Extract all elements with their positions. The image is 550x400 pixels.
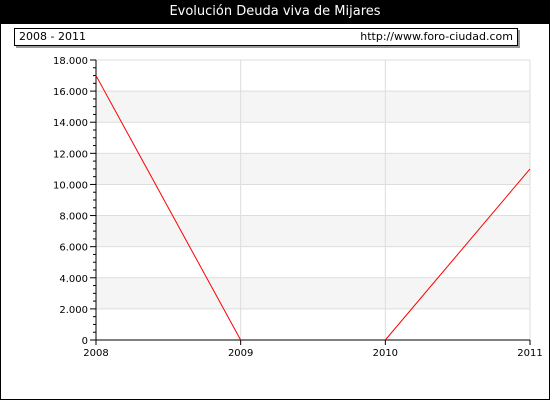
y-tick-label: 4.000 xyxy=(59,274,88,285)
plot-band xyxy=(96,277,530,309)
y-tick-label: 2.000 xyxy=(59,305,88,316)
y-tick-label: 14.000 xyxy=(53,118,88,129)
x-tick-label: 2009 xyxy=(228,348,253,359)
info-bar: 2008 - 2011 http://www.foro-ciudad.com xyxy=(14,28,518,46)
plot-band xyxy=(96,153,530,185)
y-tick-label: 8.000 xyxy=(59,212,88,223)
y-tick-label: 0 xyxy=(82,336,88,347)
period-label: 2008 - 2011 xyxy=(19,30,86,43)
plot-band xyxy=(96,215,530,247)
source-url[interactable]: http://www.foro-ciudad.com xyxy=(360,30,513,43)
y-tick-label: 10.000 xyxy=(53,180,88,191)
x-tick-label: 2011 xyxy=(517,348,542,359)
series-line-segment xyxy=(95,75,242,341)
y-tick-label: 6.000 xyxy=(59,243,88,254)
plot-band xyxy=(96,246,530,278)
x-tick-label: 2010 xyxy=(373,348,398,359)
chart-title: Evolución Deuda viva de Mijares xyxy=(0,0,550,24)
plot-band xyxy=(96,308,530,340)
y-tick-label: 16.000 xyxy=(53,87,88,98)
plot-band xyxy=(96,60,530,92)
series-line-segment xyxy=(384,168,531,341)
y-tick-label: 18.000 xyxy=(53,56,88,67)
x-tick-label: 2008 xyxy=(83,348,108,359)
plot-band xyxy=(96,122,530,154)
plot-band xyxy=(96,184,530,216)
plot-band xyxy=(96,91,530,123)
y-tick-label: 12.000 xyxy=(53,149,88,160)
